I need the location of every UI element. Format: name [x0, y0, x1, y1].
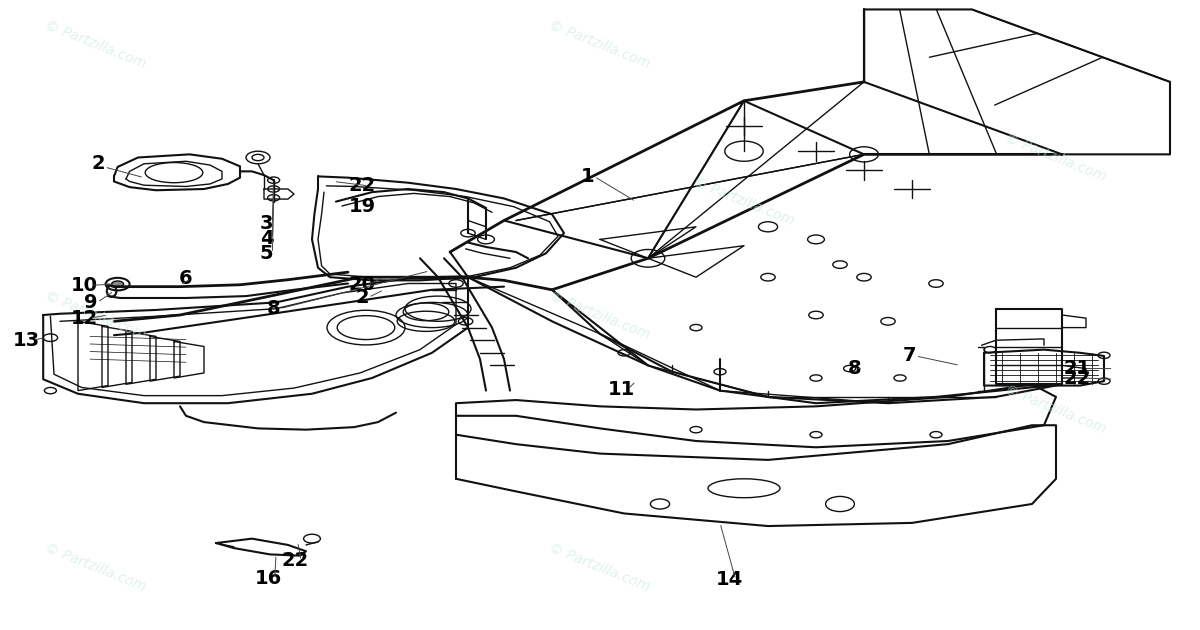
Text: 4: 4 [259, 229, 274, 248]
Text: 22: 22 [349, 176, 376, 195]
Text: 19: 19 [349, 197, 376, 216]
Text: 22: 22 [1064, 369, 1091, 387]
Circle shape [112, 281, 124, 287]
Text: 6: 6 [179, 269, 193, 288]
Text: © Partzilla.com: © Partzilla.com [1003, 131, 1109, 184]
Text: 21: 21 [1064, 359, 1091, 378]
Text: © Partzilla.com: © Partzilla.com [43, 541, 149, 593]
Text: 10: 10 [71, 276, 97, 295]
Text: © Partzilla.com: © Partzilla.com [547, 289, 653, 341]
Text: 22: 22 [282, 551, 308, 570]
Text: 2: 2 [91, 154, 106, 173]
Text: 14: 14 [716, 570, 743, 589]
Text: 7: 7 [902, 346, 917, 365]
Text: 9: 9 [84, 293, 98, 312]
Text: © Partzilla.com: © Partzilla.com [43, 289, 149, 341]
Text: © Partzilla.com: © Partzilla.com [691, 175, 797, 228]
Text: © Partzilla.com: © Partzilla.com [547, 541, 653, 593]
Text: 3: 3 [259, 214, 274, 233]
Text: 12: 12 [71, 309, 97, 328]
Text: 13: 13 [13, 331, 40, 350]
Text: 8: 8 [847, 359, 862, 378]
Text: 2: 2 [355, 288, 370, 307]
Text: 20: 20 [349, 275, 376, 294]
Text: © Partzilla.com: © Partzilla.com [43, 18, 149, 71]
Text: 5: 5 [259, 244, 274, 263]
Text: © Partzilla.com: © Partzilla.com [1003, 383, 1109, 436]
Text: 16: 16 [256, 569, 282, 588]
Text: 8: 8 [266, 299, 281, 318]
Text: © Partzilla.com: © Partzilla.com [547, 18, 653, 71]
Text: 1: 1 [581, 167, 595, 186]
Text: 11: 11 [608, 380, 635, 399]
